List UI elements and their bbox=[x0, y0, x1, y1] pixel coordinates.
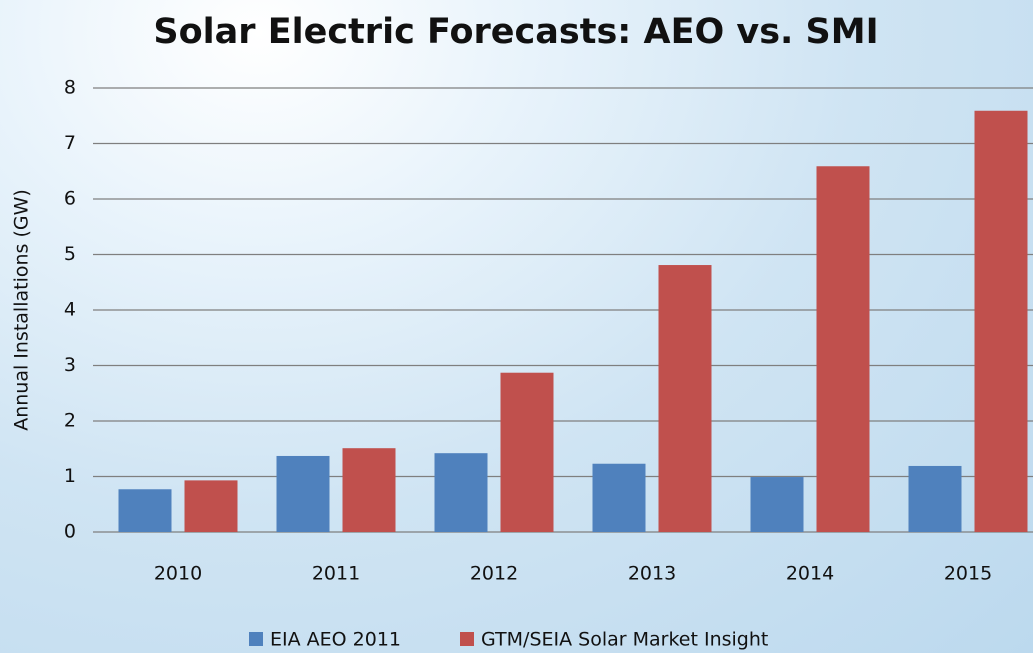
x-tick-label: 2013 bbox=[628, 563, 676, 585]
y-tick-label: 5 bbox=[64, 243, 76, 265]
bar bbox=[908, 465, 962, 532]
y-tick-label: 7 bbox=[64, 132, 76, 154]
bar bbox=[276, 455, 330, 532]
bar bbox=[592, 463, 646, 532]
y-tick-label: 1 bbox=[64, 465, 76, 487]
legend-label: EIA AEO 2011 bbox=[270, 629, 401, 651]
x-tick-label: 2011 bbox=[312, 563, 360, 585]
bar bbox=[974, 110, 1028, 532]
bar bbox=[342, 448, 396, 532]
bar bbox=[658, 265, 712, 532]
x-tick-label: 2010 bbox=[154, 563, 202, 585]
y-tick-label: 3 bbox=[64, 354, 76, 376]
bar bbox=[184, 480, 238, 532]
legend-label: GTM/SEIA Solar Market Insight bbox=[481, 629, 768, 651]
bar bbox=[750, 477, 804, 532]
y-tick-label: 6 bbox=[64, 188, 76, 210]
y-tick-label: 8 bbox=[64, 77, 76, 99]
legend-swatch bbox=[460, 632, 474, 646]
x-tick-label: 2012 bbox=[470, 563, 518, 585]
legend-swatch bbox=[249, 632, 263, 646]
y-tick-label: 2 bbox=[64, 410, 76, 432]
x-tick-label: 2014 bbox=[786, 563, 834, 585]
y-tick-label: 4 bbox=[64, 299, 76, 321]
x-tick-label: 2015 bbox=[944, 563, 992, 585]
bar bbox=[500, 372, 554, 532]
bar bbox=[434, 453, 488, 532]
chart-title: Solar Electric Forecasts: AEO vs. SMI bbox=[153, 12, 878, 52]
bar bbox=[816, 166, 870, 532]
bar bbox=[118, 489, 172, 532]
y-tick-label: 0 bbox=[64, 521, 76, 543]
y-axis-label: Annual Installations (GW) bbox=[11, 189, 33, 431]
